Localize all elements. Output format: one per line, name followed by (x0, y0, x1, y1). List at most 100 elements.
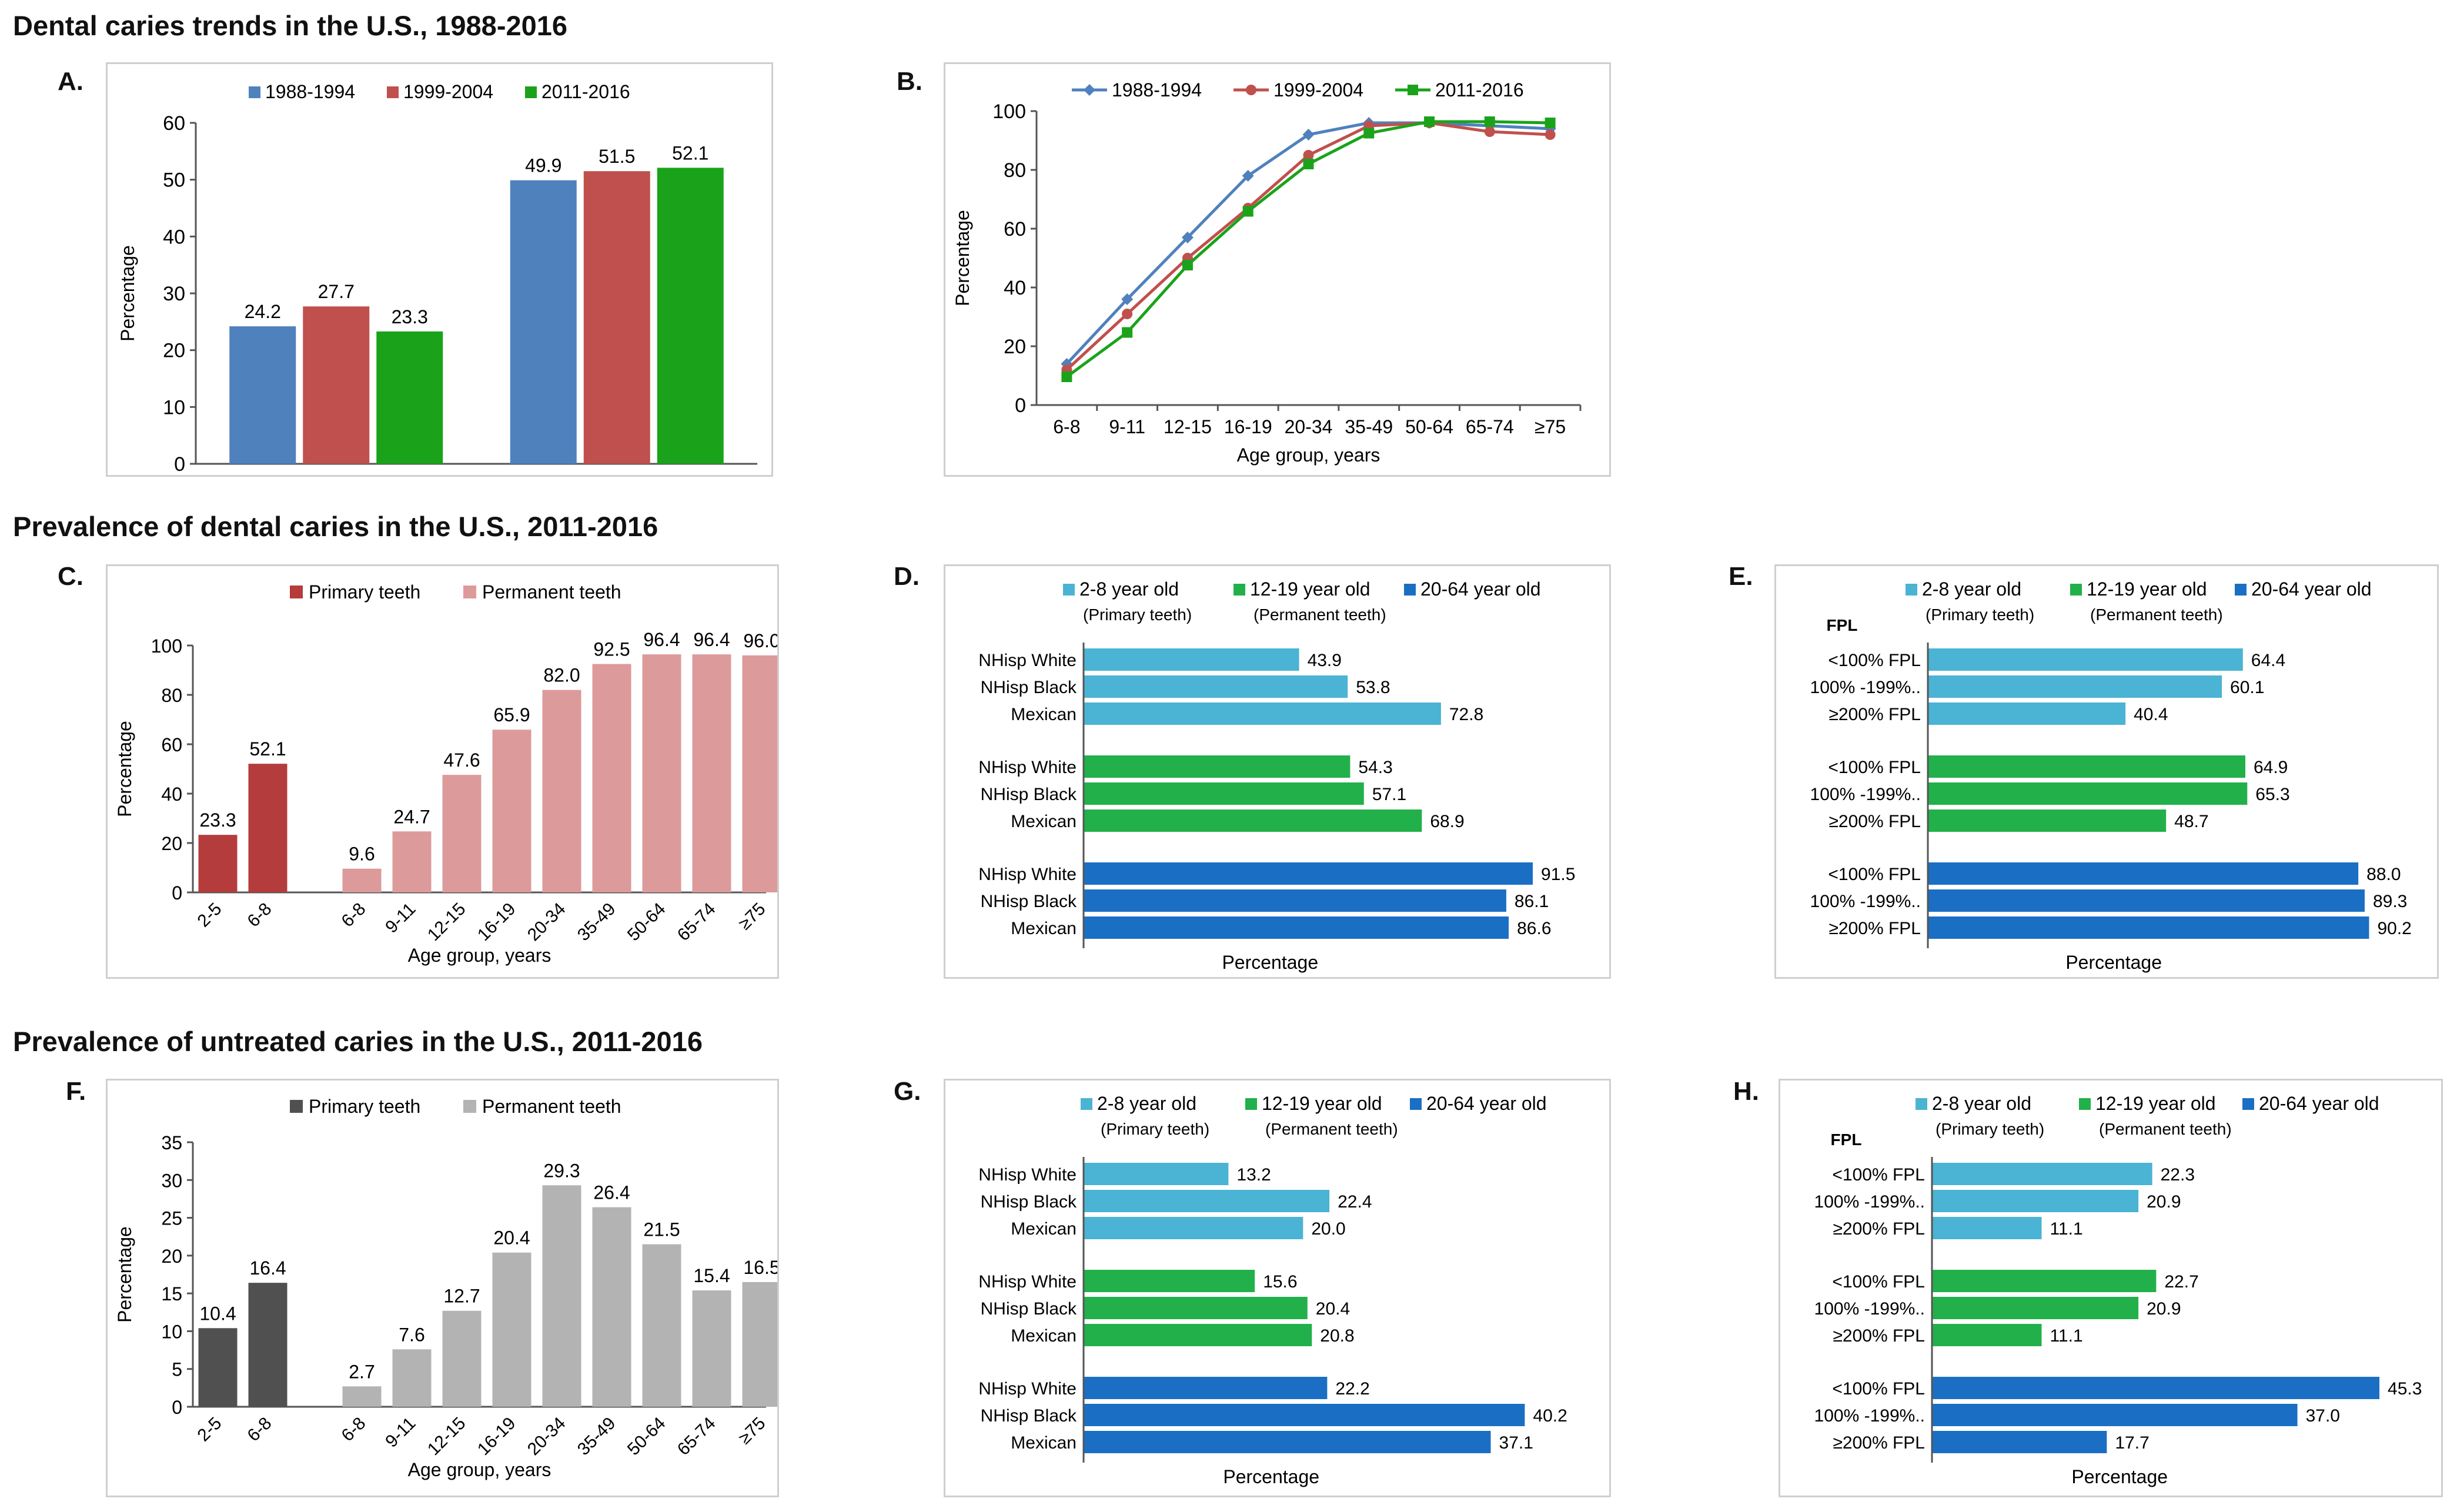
data-label: 51.5 (599, 146, 635, 167)
bar (657, 168, 724, 464)
bar (248, 764, 288, 892)
marker (1122, 327, 1133, 338)
bar (1084, 1270, 1255, 1292)
x-axis-title: Age group, years (408, 945, 551, 966)
y-tick-label: 60 (163, 112, 185, 135)
data-label: 24.2 (245, 301, 281, 322)
bar (1084, 755, 1350, 778)
legend-label: 2-8 year old (1922, 578, 2021, 600)
category-label: <100% FPL (1828, 758, 1921, 777)
category-label: Mexican (1011, 919, 1077, 938)
bar (1928, 755, 2245, 778)
bar (342, 1386, 382, 1407)
side-header: FPL (1831, 1130, 1862, 1149)
bar (442, 775, 482, 892)
x-tick-label: 2-5 (193, 1414, 225, 1446)
data-label: 68.9 (1430, 812, 1464, 831)
x-tick-label: 65-74 (1466, 416, 1514, 437)
category-label: ≥200% FPL (1833, 1433, 1925, 1453)
y-tick-label: 40 (163, 226, 185, 248)
y-tick-label: 10 (161, 1321, 182, 1342)
data-label: 89.3 (2373, 892, 2407, 911)
bar (1084, 1190, 1330, 1212)
marker (1484, 116, 1495, 127)
x-tick-label: 16-19 (474, 1414, 520, 1460)
category-label: <100% FPL (1832, 1165, 1925, 1185)
category-label: <100% FPL (1832, 1379, 1925, 1399)
legend-sublabel: (Permanent teeth) (1265, 1120, 1398, 1138)
y-tick-label: 15 (161, 1283, 182, 1304)
y-tick-label: 0 (172, 882, 182, 904)
data-label: 47.6 (443, 750, 480, 771)
legend-swatch (1916, 1098, 1927, 1110)
bar (1928, 782, 2248, 805)
x-tick-label: 6-8 (243, 899, 275, 931)
bar (1932, 1190, 2139, 1212)
x-tick-label: 16-19 (474, 899, 520, 945)
category-label: ≥200% FPL (1833, 1219, 1925, 1239)
x-tick-label: 9-11 (382, 899, 419, 937)
data-label: 22.2 (1335, 1379, 1369, 1399)
marker (1303, 159, 1314, 169)
data-label: 21.5 (643, 1219, 680, 1240)
data-label: 54.3 (1358, 758, 1392, 777)
legend-sublabel: (Permanent teeth) (2099, 1120, 2232, 1138)
category-label: 100% -199%.. (1814, 1299, 1925, 1319)
legend-swatch (1906, 584, 1917, 596)
data-label: 52.1 (672, 142, 708, 163)
data-label: 37.1 (1499, 1433, 1533, 1453)
category-label: 100% -199%.. (1810, 785, 1921, 804)
data-label: 23.3 (199, 809, 236, 831)
x-tick-label: 35-49 (574, 1414, 620, 1460)
legend-label: 1988-1994 (265, 81, 355, 102)
legend-swatch (2070, 584, 2082, 596)
legend-swatch (1233, 584, 1245, 596)
data-label: 22.3 (2161, 1165, 2195, 1185)
bar (592, 1207, 631, 1407)
x-tick-label: 65-74 (674, 899, 720, 945)
y-axis-title: Percentage (114, 1226, 135, 1323)
y-tick-label: 100 (992, 101, 1026, 123)
section-title-prevalence: Prevalence of dental caries in the U.S.,… (13, 511, 658, 542)
marker (1122, 309, 1133, 319)
legend-swatch (1404, 584, 1416, 596)
x-tick-label: 50-64 (624, 899, 670, 945)
bar (1084, 648, 1299, 671)
marker (1363, 128, 1375, 139)
x-tick-label: 20-34 (524, 899, 570, 945)
bar (1928, 809, 2167, 832)
legend-label: 12-19 year old (2087, 578, 2207, 600)
legend-label: 2011-2016 (1435, 79, 1524, 101)
x-tick-label: 20-34 (524, 1414, 570, 1460)
data-label: 43.9 (1308, 651, 1342, 670)
y-tick-label: 80 (1004, 159, 1026, 182)
data-label: 9.6 (349, 844, 375, 865)
category-label: Mexican (1011, 705, 1077, 724)
x-axis-title: Percentage (2071, 1466, 2168, 1487)
bar (1084, 675, 1348, 698)
chart-h: 22.3 <100% FPL 20.9 100% -199%.. 11.1 ≥200% F… (1814, 1093, 2422, 1487)
bar (542, 690, 581, 892)
category-label: <100% FPL (1828, 651, 1921, 670)
x-tick-label: 16-19 (1224, 416, 1272, 437)
legend-label: 2-8 year old (1932, 1093, 2031, 1114)
bar (742, 1282, 781, 1407)
x-tick-label: 2-5 (193, 899, 225, 931)
legend-label: Permanent teeth (482, 1096, 621, 1117)
legend-swatch (463, 586, 476, 598)
x-tick-label: 50-64 (624, 1414, 670, 1460)
y-tick-label: 5 (172, 1359, 182, 1380)
bar (1084, 862, 1533, 885)
data-label: 7.6 (399, 1324, 424, 1345)
data-label: 17.7 (2115, 1433, 2149, 1453)
data-label: 20.8 (1320, 1326, 1354, 1346)
data-label: 96.0 (743, 630, 777, 651)
data-label: 29.3 (543, 1160, 580, 1181)
bar (510, 180, 577, 464)
panel-letter-a: A. (58, 67, 83, 96)
legend-swatch (290, 586, 303, 598)
legend-label: 12-19 year old (2095, 1093, 2216, 1114)
category-label: NHisp Black (981, 892, 1077, 911)
panel-letter-h: H. (1733, 1077, 1759, 1106)
panel-g: 13.2 NHisp White 22.4 NHisp Black 20.0 Mexica… (944, 1079, 1611, 1497)
